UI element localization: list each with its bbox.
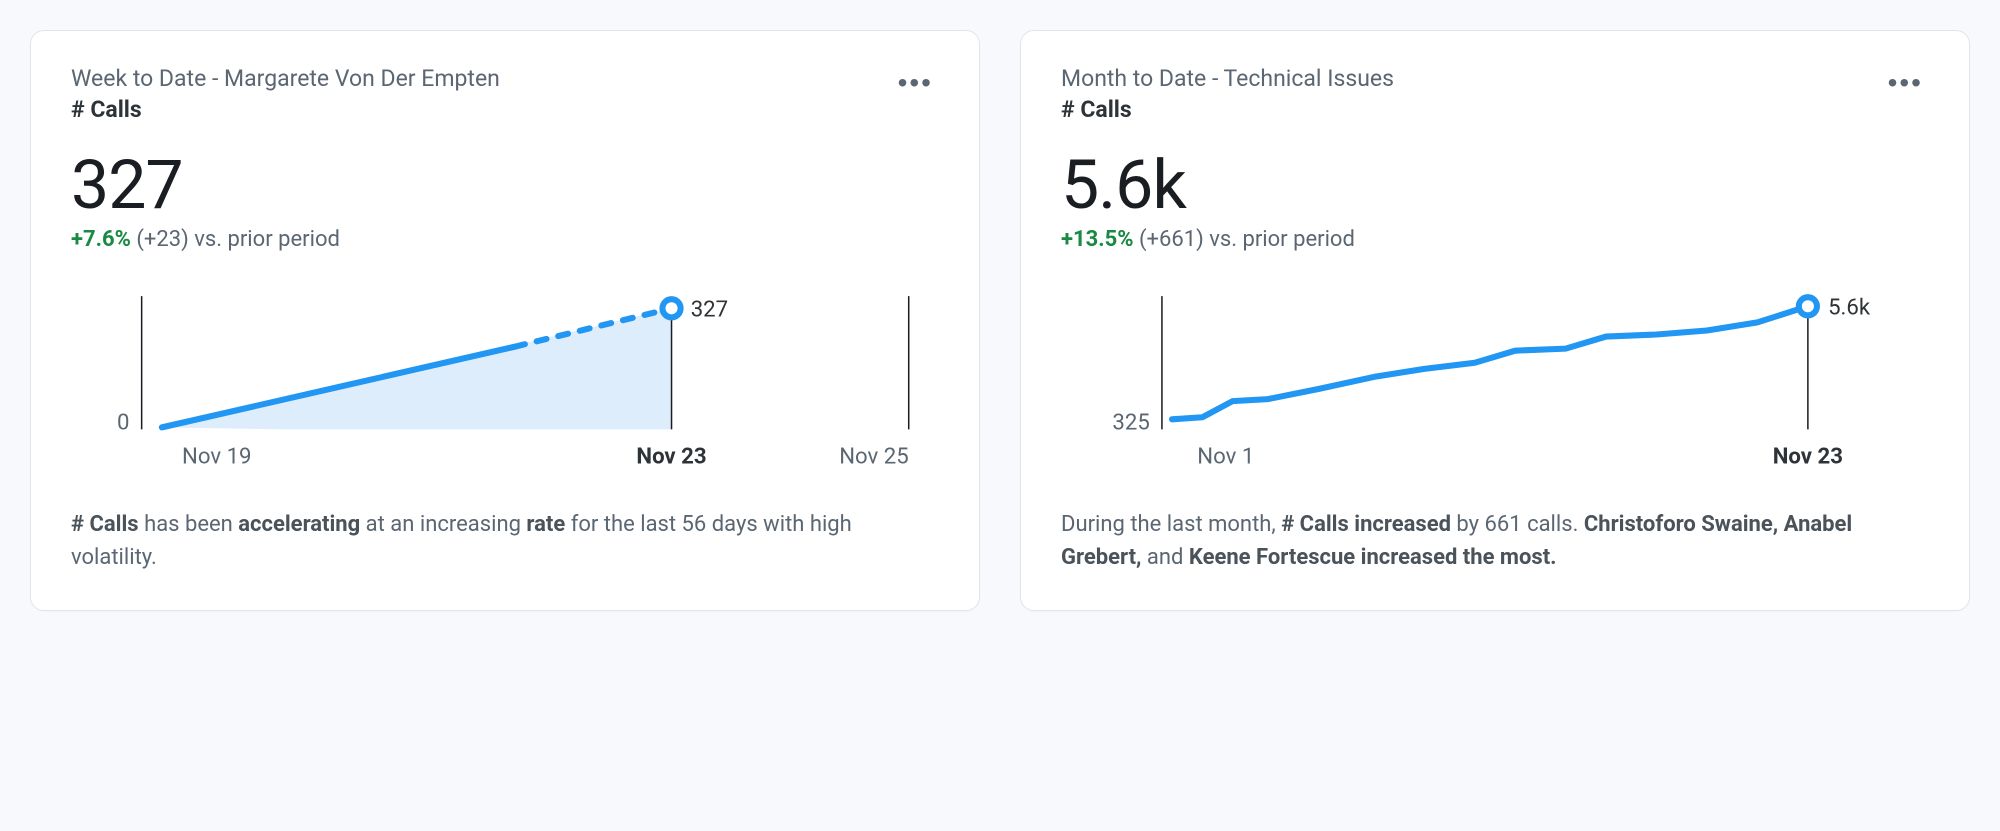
card-titles: Month to Date - Technical Issues # Calls [1061,65,1394,123]
card-header: Month to Date - Technical Issues # Calls… [1061,65,1929,123]
x-tick-label: Nov 1 [1197,444,1254,470]
card-title: Week to Date - Margarete Von Der Empten [71,65,500,92]
delta-percent: +7.6% [71,227,131,252]
kpi-delta: +7.6% (+23) vs. prior period [71,227,939,252]
card-week-to-date: Week to Date - Margarete Von Der Empten … [30,30,980,611]
ellipsis-icon: ••• [898,67,933,98]
x-tick-label: Nov 19 [182,444,252,470]
y-axis-label: 325 [1112,409,1149,435]
series-marker [1799,297,1817,315]
card-subtitle: # Calls [71,96,500,123]
ellipsis-icon: ••• [1888,67,1923,98]
card-month-to-date: Month to Date - Technical Issues # Calls… [1020,30,1970,611]
delta-absolute: (+23) [136,227,188,252]
delta-suffix: vs. prior period [1209,227,1355,252]
series-line-solid [1172,306,1808,419]
delta-suffix: vs. prior period [194,227,340,252]
marker-label: 327 [691,296,728,322]
more-menu-button[interactable]: ••• [1882,65,1929,101]
card-title: Month to Date - Technical Issues [1061,65,1394,92]
x-tick-label: Nov 25 [839,444,909,470]
chart-svg: 325 5.6k Nov 1 Nov 23 [1061,278,1929,480]
series-marker [662,299,680,317]
delta-percent: +13.5% [1061,227,1134,252]
y-axis-label: 0 [117,409,129,435]
kpi-delta: +13.5% (+661) vs. prior period [1061,227,1929,252]
insight-text: During the last month, # Calls increased… [1061,508,1929,574]
chart-svg: 0 327 Nov 19 Nov 23 Nov 25 [71,278,939,480]
sparkline-chart: 325 5.6k Nov 1 Nov 23 [1061,278,1929,480]
delta-absolute: (+661) [1139,227,1204,252]
card-subtitle: # Calls [1061,96,1394,123]
dashboard: Week to Date - Margarete Von Der Empten … [30,30,1970,611]
sparkline-chart: 0 327 Nov 19 Nov 23 Nov 25 [71,278,939,480]
card-titles: Week to Date - Margarete Von Der Empten … [71,65,500,123]
more-menu-button[interactable]: ••• [892,65,939,101]
kpi-value: 5.6k [1061,145,1929,225]
insight-text: # Calls has been accelerating at an incr… [71,508,939,574]
marker-label: 5.6k [1828,294,1871,320]
x-tick-label: Nov 23 [636,444,706,470]
card-header: Week to Date - Margarete Von Der Empten … [71,65,939,123]
x-tick-label: Nov 23 [1773,444,1843,470]
kpi-value: 327 [71,145,939,225]
